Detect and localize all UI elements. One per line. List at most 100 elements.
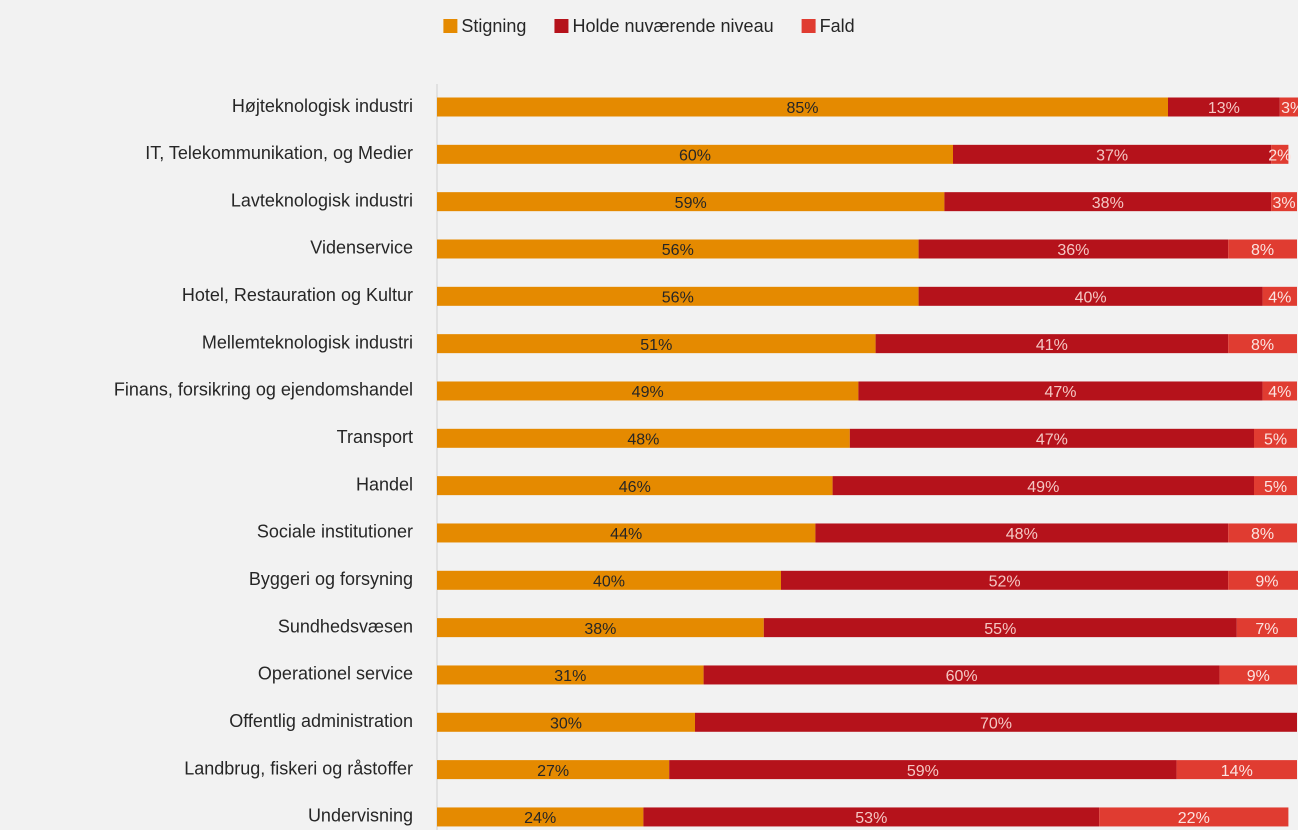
bar-segment — [832, 476, 1254, 496]
bar-segment — [1271, 192, 1297, 212]
data-label: 14% — [1221, 763, 1253, 780]
bar-segment — [437, 192, 945, 212]
data-label: 36% — [1057, 242, 1089, 259]
bar-segment — [437, 476, 833, 496]
data-label: 49% — [1027, 479, 1059, 496]
bar-segment — [858, 381, 1263, 401]
legend-label: Fald — [820, 16, 855, 36]
bar-segment — [944, 192, 1272, 212]
bar-segment — [918, 239, 1229, 259]
data-label: 5% — [1264, 432, 1287, 449]
bar-segment — [1168, 97, 1280, 117]
bar-segment — [643, 807, 1100, 827]
bar-segment — [1228, 523, 1297, 543]
bar-segment — [669, 760, 1177, 780]
category-label: IT, Telekommunikation, og Medier — [145, 143, 413, 163]
legend-label: Stigning — [461, 16, 526, 36]
category-label: Landbrug, fiskeri og råstoffer — [184, 758, 413, 778]
data-label: 59% — [675, 195, 707, 212]
data-label: 9% — [1247, 668, 1270, 685]
bar-segment — [437, 712, 695, 732]
data-label: 40% — [593, 574, 625, 591]
data-label: 44% — [610, 526, 642, 543]
data-label: 49% — [632, 384, 664, 401]
data-label: 60% — [679, 148, 711, 165]
bar-segment — [695, 712, 1297, 732]
data-label: 27% — [537, 763, 569, 780]
data-label: 48% — [627, 432, 659, 449]
data-label: 52% — [989, 574, 1021, 591]
data-label: 3% — [1273, 195, 1296, 212]
bar-segment — [703, 665, 1220, 685]
category-label: Undervisning — [308, 806, 413, 826]
bar-segment — [437, 523, 816, 543]
bar-segment — [1271, 144, 1289, 164]
bar-segment — [1176, 760, 1297, 780]
data-label: 5% — [1264, 479, 1287, 496]
category-label: Hotel, Restauration og Kultur — [182, 285, 413, 305]
legend-swatch — [801, 19, 816, 33]
category-label: Handel — [356, 474, 413, 494]
data-label: 8% — [1251, 337, 1274, 354]
bar-segment — [1228, 334, 1297, 354]
category-label: Lavteknologisk industri — [231, 190, 413, 210]
data-label: 55% — [984, 621, 1016, 638]
data-label: 3% — [1281, 100, 1298, 117]
data-label: 9% — [1255, 574, 1278, 591]
category-label: Højteknologisk industri — [232, 96, 413, 116]
data-label: 70% — [980, 716, 1012, 733]
data-label: 47% — [1036, 432, 1068, 449]
bar-segment — [437, 760, 670, 780]
data-label: 37% — [1096, 148, 1128, 165]
data-label: 22% — [1178, 810, 1210, 827]
bar-segment — [437, 334, 876, 354]
category-label: Byggeri og forsyning — [249, 569, 413, 589]
data-label: 4% — [1268, 384, 1291, 401]
bar-segment — [1228, 239, 1297, 259]
legend-label: Holde nuværende niveau — [572, 16, 773, 36]
bar-segment — [1254, 428, 1297, 448]
data-label: 56% — [662, 290, 694, 307]
bar-segment — [815, 523, 1229, 543]
data-label: 48% — [1006, 526, 1038, 543]
bar-segment — [1228, 570, 1298, 590]
data-label: 59% — [907, 763, 939, 780]
data-label: 56% — [662, 242, 694, 259]
data-label: 51% — [640, 337, 672, 354]
bar-segment — [437, 807, 644, 827]
data-label: 85% — [786, 100, 818, 117]
bar-segment — [953, 144, 1272, 164]
data-label: 7% — [1255, 621, 1278, 638]
bar-segment — [437, 665, 704, 685]
data-label: 2% — [1268, 148, 1291, 165]
category-label: Operationel service — [258, 664, 413, 684]
bar-segment — [437, 286, 919, 306]
data-label: 38% — [584, 621, 616, 638]
bar-segment — [1262, 286, 1297, 306]
bar-segment — [437, 97, 1168, 117]
category-label: Sundhedsvæsen — [278, 616, 413, 636]
bar-segment — [437, 381, 859, 401]
data-label: 47% — [1044, 384, 1076, 401]
bar-segment — [1262, 381, 1297, 401]
legend-swatch — [443, 19, 458, 33]
bar-segment — [437, 428, 850, 448]
category-label: Finans, forsikring og ejendomshandel — [114, 380, 413, 400]
data-label: 60% — [946, 668, 978, 685]
data-label: 8% — [1251, 242, 1274, 259]
data-label: 30% — [550, 716, 582, 733]
bar-segment — [437, 618, 764, 638]
bar-segment — [437, 570, 781, 590]
data-label: 8% — [1251, 526, 1274, 543]
bar-segment — [1279, 97, 1298, 117]
bar-segment — [1236, 618, 1297, 638]
data-label: 46% — [619, 479, 651, 496]
category-label: Offentlig administration — [229, 711, 413, 731]
data-label: 38% — [1092, 195, 1124, 212]
data-label: 31% — [554, 668, 586, 685]
bar-segment — [437, 239, 919, 259]
bar-segment — [763, 618, 1237, 638]
data-label: 40% — [1075, 290, 1107, 307]
bar-segment — [849, 428, 1254, 448]
